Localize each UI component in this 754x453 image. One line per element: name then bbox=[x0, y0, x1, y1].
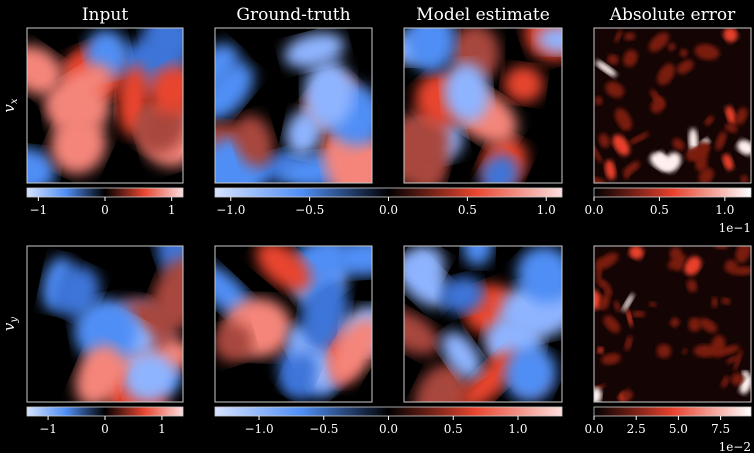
tick-label: 0.0 bbox=[379, 203, 398, 217]
tick-label: 1.0 bbox=[715, 203, 734, 217]
tick-label: −1.0 bbox=[244, 422, 273, 436]
tick-label: 1.0 bbox=[537, 203, 556, 217]
tick-label: 0 bbox=[101, 203, 109, 217]
panel bbox=[372, 225, 586, 437]
colorbar bbox=[215, 188, 562, 197]
offset-label: 1e−2 bbox=[719, 440, 751, 453]
column-title: Ground-truth bbox=[236, 5, 350, 25]
column-title: Model estimate bbox=[416, 5, 550, 25]
tick-label: −1 bbox=[29, 203, 47, 217]
tick-label: 7.5 bbox=[711, 422, 730, 436]
field bbox=[27, 215, 217, 440]
colorbar bbox=[215, 407, 562, 416]
tick-label: 2.5 bbox=[627, 422, 646, 436]
field bbox=[585, 239, 754, 405]
panel bbox=[27, 215, 217, 440]
tick-label: −1 bbox=[39, 422, 57, 436]
panel bbox=[186, 228, 401, 412]
tick-label: 0.0 bbox=[584, 422, 603, 436]
tick-label: 0.0 bbox=[379, 422, 398, 436]
panel bbox=[586, 25, 754, 188]
figure: Input Ground-truth Model estimate Absolute … bbox=[0, 0, 754, 453]
tick-label: 0.0 bbox=[584, 203, 603, 217]
panel bbox=[368, 0, 594, 202]
tick-label: 1 bbox=[158, 422, 166, 436]
panel bbox=[186, 27, 401, 214]
tick-label: 0.5 bbox=[650, 203, 669, 217]
tick-label: 1 bbox=[168, 203, 176, 217]
tick-label: 5.0 bbox=[669, 422, 688, 436]
panel bbox=[0, 4, 210, 196]
tick-label: −0.5 bbox=[295, 203, 324, 217]
tick-label: 0.5 bbox=[444, 422, 463, 436]
field bbox=[186, 27, 401, 214]
column-title: Absolute error bbox=[609, 5, 736, 25]
row-label: vy bbox=[0, 317, 20, 331]
row-subscript: x bbox=[9, 98, 20, 104]
panel bbox=[585, 239, 754, 405]
tick-label: 1.0 bbox=[508, 422, 527, 436]
colorbar bbox=[27, 407, 183, 416]
offset-label: 1e−1 bbox=[719, 221, 751, 235]
tick-label: 0.5 bbox=[458, 203, 477, 217]
colorbar bbox=[594, 407, 751, 416]
tick-label: −0.5 bbox=[309, 422, 338, 436]
field bbox=[368, 0, 594, 202]
row-subscript: y bbox=[9, 317, 20, 324]
row-label: vx bbox=[0, 98, 20, 112]
tick-label: −1.0 bbox=[216, 203, 245, 217]
colorbar bbox=[27, 188, 183, 197]
tick-label: 0 bbox=[101, 422, 109, 436]
column-title: Input bbox=[82, 5, 128, 25]
field bbox=[586, 25, 754, 188]
field bbox=[0, 4, 210, 196]
colorbar bbox=[594, 188, 751, 197]
field-blob bbox=[694, 345, 718, 358]
field bbox=[186, 228, 401, 412]
